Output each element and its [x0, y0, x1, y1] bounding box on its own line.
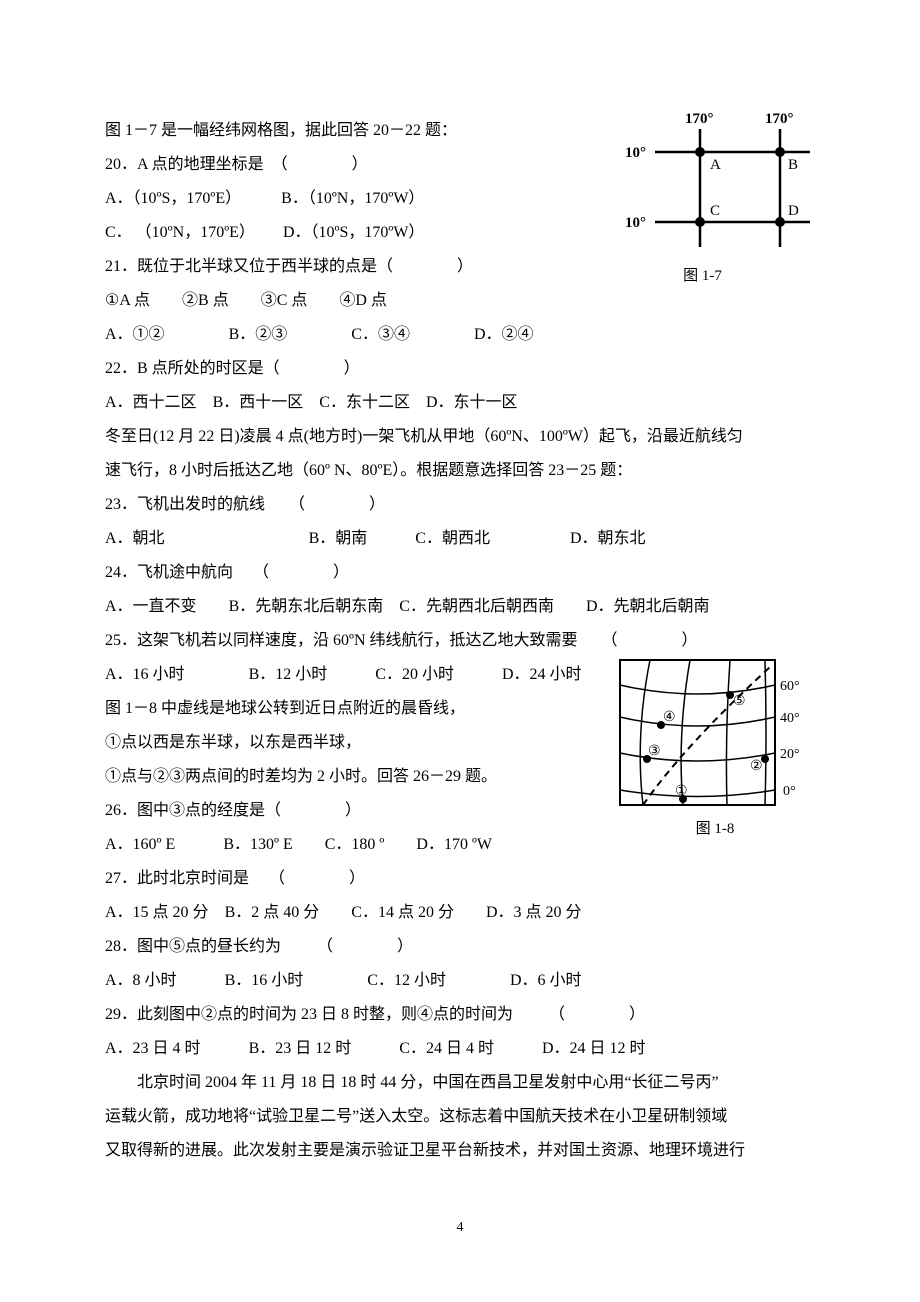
- q20-optB: B．（10ºN，170ºW）: [281, 190, 424, 207]
- q25-stem: 25．这架飞机若以同样速度，沿 60ºN 纬线航行，抵达乙地大致需要 （ ）: [105, 625, 815, 657]
- q25-optD: D．24 小时: [502, 666, 582, 683]
- q21-optD: D．②④: [474, 326, 534, 343]
- q29-stem: 29．此刻图中②点的时间为 23 日 8 时整，则④点的时间为 （ ）: [105, 999, 815, 1031]
- para-l1: 北京时间 2004 年 11 月 18 日 18 时 44 分，中国在西昌卫星发…: [105, 1067, 815, 1099]
- q25-optA: A．16 小时: [105, 666, 185, 683]
- q23-optC: C．朝西北: [415, 530, 490, 547]
- q28-opts: A．8 小时 B．16 小时 C．12 小时 D．6 小时: [105, 965, 815, 997]
- q27-stem: 27．此时北京时间是 （ ）: [105, 863, 815, 895]
- q22-optD: D．东十一区: [426, 394, 518, 411]
- figure-1-7: 170° 170° 10° 10° A B C D 图 1-7: [590, 107, 815, 291]
- q29-optB: B．23 日 12 时: [249, 1040, 352, 1057]
- q26-optA: A．160º E: [105, 836, 175, 853]
- q28-optA: A．8 小时: [105, 972, 177, 989]
- q23-opts: A．朝北 B．朝南 C．朝西北 D．朝东北: [105, 523, 815, 555]
- q28-optC: C．12 小时: [367, 972, 446, 989]
- q24-optD: D．先朝北后朝南: [586, 598, 710, 615]
- para-l2: 运载火箭，成功地将“试验卫星二号”送入太空。这标志着中国航天技术在小卫星研制领域: [105, 1101, 815, 1133]
- lon-right-label: 170°: [765, 111, 794, 127]
- globe-diagram: ① ② ③ ④ ⑤ 60° 40° 20° 0°: [615, 655, 815, 810]
- pt1: ①: [675, 784, 688, 799]
- grid-diagram: 170° 170° 10° 10° A B C D: [590, 107, 815, 257]
- lat-bot-label: 10°: [625, 215, 646, 231]
- q27-optB: B．2 点 40 分: [225, 904, 320, 921]
- intro23-l2: 速飞行，8 小时后抵达乙地（60º N、80ºE）。根据题意选择回答 23－25…: [105, 455, 815, 487]
- pt2: ②: [750, 759, 763, 774]
- q28-optB: B．16 小时: [225, 972, 304, 989]
- q21-opts: A．①② B．②③ C．③④ D．②④: [105, 319, 815, 351]
- pt4: ④: [663, 710, 676, 725]
- pt3: ③: [648, 744, 661, 759]
- q29-optD: D．24 日 12 时: [542, 1040, 646, 1057]
- point-A: A: [710, 157, 721, 173]
- q27-opts: A．15 点 20 分 B．2 点 40 分 C．14 点 20 分 D．3 点…: [105, 897, 815, 929]
- q28-stem: 28．图中⑤点的昼长约为 （ ）: [105, 931, 815, 963]
- q27-optC: C．14 点 20 分: [351, 904, 454, 921]
- point-B: B: [788, 157, 798, 173]
- lat20: 20°: [780, 747, 800, 762]
- q24-optC: C．先朝西北后朝西南: [399, 598, 554, 615]
- lat0: 0°: [783, 784, 796, 799]
- q21-optC: C．③④: [351, 326, 410, 343]
- q26-optB: B．130º E: [223, 836, 292, 853]
- q24-opts: A．一直不变 B．先朝东北后朝东南 C．先朝西北后朝西南 D．先朝北后朝南: [105, 591, 815, 623]
- q23-optD: D．朝东北: [570, 530, 646, 547]
- lat60: 60°: [780, 679, 800, 694]
- q27-optA: A．15 点 20 分: [105, 904, 209, 921]
- q22-opts: A．西十二区 B．西十一区 C．东十二区 D．东十一区: [105, 387, 815, 419]
- q22-stem: 22．B 点所处的时区是（ ）: [105, 353, 815, 385]
- q24-optA: A．一直不变: [105, 598, 197, 615]
- q25-optB: B．12 小时: [249, 666, 328, 683]
- page-number: 4: [0, 1214, 920, 1242]
- q24-stem: 24．飞机途中航向 （ ）: [105, 557, 815, 589]
- para-l3: 又取得新的进展。此次发射主要是演示验证卫星平台新技术，并对国土资源、地理环境进行: [105, 1135, 815, 1167]
- lat-top-label: 10°: [625, 145, 646, 161]
- q22-optB: B．西十一区: [213, 394, 304, 411]
- q25-optC: C．20 小时: [375, 666, 454, 683]
- q22-optA: A．西十二区: [105, 394, 197, 411]
- pt5: ⑤: [733, 694, 746, 709]
- q26-optD: D．170 ºW: [416, 836, 492, 853]
- q22-optC: C．东十二区: [319, 394, 410, 411]
- point-D: D: [788, 203, 799, 219]
- q20-optD: D．（10ºS，170ºW）: [283, 224, 424, 241]
- q23-optA: A．朝北: [105, 530, 165, 547]
- figure-1-8: ① ② ③ ④ ⑤ 60° 40° 20° 0° 图 1-8: [615, 655, 815, 844]
- q23-optB: B．朝南: [309, 530, 368, 547]
- figure-1-7-caption: 图 1-7: [590, 261, 815, 291]
- q29-optA: A．23 日 4 时: [105, 1040, 201, 1057]
- figure-1-8-caption: 图 1-8: [615, 814, 815, 844]
- q23-stem: 23．飞机出发时的航线 （ ）: [105, 489, 815, 521]
- q21-optA: A．①②: [105, 326, 165, 343]
- lon-left-label: 170°: [685, 111, 714, 127]
- q20-optA: A．（10ºS，170ºE）: [105, 190, 233, 207]
- intro23-l1: 冬至日(12 月 22 日)凌晨 4 点(地方时)一架飞机从甲地（60ºN、10…: [105, 421, 815, 453]
- lat40: 40°: [780, 711, 800, 726]
- q28-optD: D．6 小时: [510, 972, 582, 989]
- q29-optC: C．24 日 4 时: [399, 1040, 494, 1057]
- q24-optB: B．先朝东北后朝东南: [229, 598, 384, 615]
- q29-opts: A．23 日 4 时 B．23 日 12 时 C．24 日 4 时 D．24 日…: [105, 1033, 815, 1065]
- q21-optB: B．②③: [229, 326, 288, 343]
- q26-optC: C．180 º: [325, 836, 385, 853]
- q20-optC: C． （10ºN，170ºE）: [105, 224, 247, 241]
- point-C: C: [710, 203, 720, 219]
- q27-optD: D．3 点 20 分: [486, 904, 582, 921]
